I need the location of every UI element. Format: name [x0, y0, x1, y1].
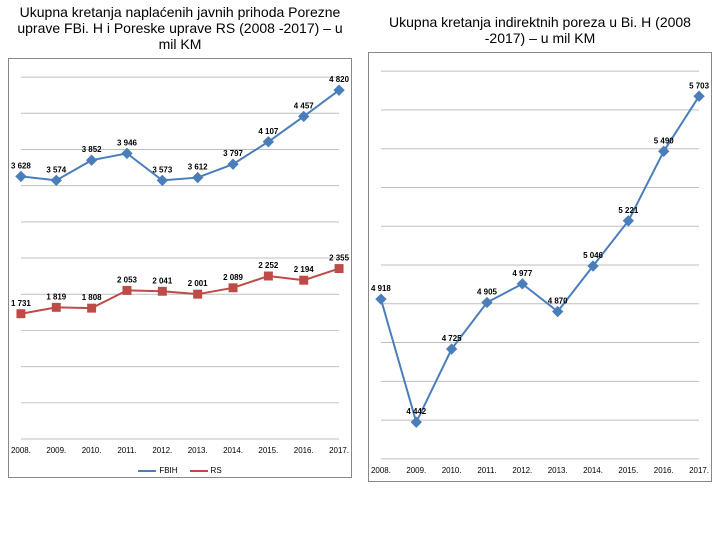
right-panel: Ukupna kretanja indirektnih poreza u Bi.… [360, 0, 720, 540]
svg-text:2 053: 2 053 [117, 276, 137, 285]
right-plot-area: 4 918 4 442 4 725 4 905 4 977 4 870 5 046 5 221… [368, 52, 712, 482]
svg-text:2013.: 2013. [188, 446, 208, 455]
svg-text:4 107: 4 107 [258, 127, 278, 136]
svg-text:2012.: 2012. [512, 466, 532, 475]
svg-text:2 089: 2 089 [223, 273, 243, 282]
left-chart-title: Ukupna kretanja naplaćenih javnih prihod… [0, 0, 360, 54]
svg-text:2 355: 2 355 [329, 254, 349, 263]
svg-text:4 820: 4 820 [329, 75, 349, 84]
svg-text:3 612: 3 612 [188, 163, 208, 172]
svg-text:4 457: 4 457 [294, 102, 314, 111]
svg-text:4 977: 4 977 [512, 269, 532, 278]
legend-item-fbih: FBIH [138, 466, 177, 475]
svg-text:1 731: 1 731 [11, 299, 31, 308]
svg-text:2017.: 2017. [689, 466, 709, 475]
svg-text:2017.: 2017. [329, 446, 349, 455]
svg-text:2010.: 2010. [442, 466, 462, 475]
svg-text:4 918: 4 918 [371, 284, 391, 293]
svg-text:2009.: 2009. [46, 446, 66, 455]
svg-text:2011.: 2011. [477, 466, 496, 475]
svg-text:3 852: 3 852 [82, 146, 102, 155]
svg-text:5 046: 5 046 [583, 251, 603, 260]
svg-text:2009.: 2009. [406, 466, 426, 475]
svg-text:2013.: 2013. [548, 466, 568, 475]
svg-text:2012.: 2012. [152, 446, 172, 455]
svg-text:2 194: 2 194 [294, 266, 314, 275]
svg-text:2 001: 2 001 [188, 280, 208, 289]
svg-text:2 252: 2 252 [258, 261, 278, 270]
svg-text:2008.: 2008. [371, 466, 391, 475]
svg-text:3 946: 3 946 [117, 139, 137, 148]
legend-swatch-rs [190, 470, 208, 472]
right-chart-title: Ukupna kretanja indirektnih poreza u Bi.… [360, 0, 720, 48]
svg-text:3 797: 3 797 [223, 150, 243, 159]
svg-text:2011.: 2011. [117, 446, 136, 455]
svg-text:2 041: 2 041 [152, 277, 172, 286]
svg-text:4 905: 4 905 [477, 288, 497, 297]
svg-text:3 628: 3 628 [11, 162, 31, 171]
left-plot-area: 3 628 3 574 3 852 3 946 3 573 3 612 3 797 4 107… [8, 58, 352, 478]
svg-text:3 573: 3 573 [152, 166, 172, 175]
left-legend: FBIH RS [9, 466, 351, 475]
legend-swatch-fbih [138, 470, 156, 472]
svg-text:2014.: 2014. [223, 446, 243, 455]
svg-text:2015.: 2015. [618, 466, 638, 475]
legend-item-rs: RS [190, 466, 222, 475]
svg-text:2016.: 2016. [294, 446, 314, 455]
svg-text:2010.: 2010. [82, 446, 102, 455]
svg-text:2016.: 2016. [654, 466, 674, 475]
left-chart-svg: 3 628 3 574 3 852 3 946 3 573 3 612 3 797 4 107… [9, 59, 351, 477]
right-chart-svg: 4 918 4 442 4 725 4 905 4 977 4 870 5 046 5 221… [369, 53, 711, 481]
legend-label-fbih: FBIH [159, 466, 177, 475]
svg-text:2008.: 2008. [11, 446, 31, 455]
left-panel: Ukupna kretanja naplaćenih javnih prihod… [0, 0, 360, 540]
svg-text:4 442: 4 442 [406, 407, 426, 416]
svg-text:5 703: 5 703 [689, 81, 709, 90]
svg-text:4 725: 4 725 [442, 334, 462, 343]
svg-text:1 808: 1 808 [82, 293, 102, 302]
svg-text:5 490: 5 490 [654, 137, 674, 146]
legend-label-rs: RS [211, 466, 222, 475]
svg-text:3 574: 3 574 [46, 166, 66, 175]
svg-text:2015.: 2015. [258, 446, 278, 455]
svg-text:4 870: 4 870 [548, 297, 568, 306]
svg-text:5 221: 5 221 [618, 206, 638, 215]
svg-text:1 819: 1 819 [46, 293, 66, 302]
svg-text:2014.: 2014. [583, 466, 603, 475]
